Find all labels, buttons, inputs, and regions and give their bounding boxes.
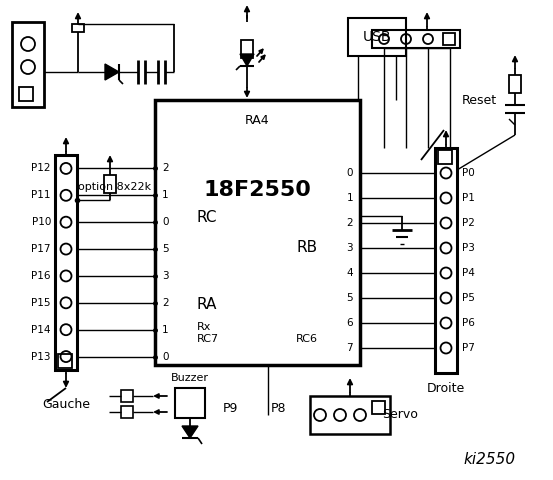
Bar — [58, 354, 72, 368]
Polygon shape — [105, 64, 119, 80]
Bar — [12, 22, 44, 107]
Bar — [509, 75, 521, 93]
Polygon shape — [182, 426, 198, 438]
Text: P17: P17 — [32, 244, 51, 254]
Bar — [121, 390, 133, 402]
Bar — [72, 24, 84, 32]
Text: 0: 0 — [347, 168, 353, 178]
Text: RA4: RA4 — [245, 113, 270, 127]
Text: 0: 0 — [162, 217, 169, 227]
Bar — [310, 396, 390, 434]
Text: P1: P1 — [462, 193, 475, 203]
Bar — [435, 148, 457, 373]
Text: P2: P2 — [462, 218, 475, 228]
Text: P9: P9 — [222, 401, 238, 415]
Text: P6: P6 — [462, 318, 475, 328]
Bar — [241, 40, 253, 58]
Text: P0: P0 — [462, 168, 474, 178]
Text: P14: P14 — [32, 324, 51, 335]
Text: 6: 6 — [346, 318, 353, 328]
Bar — [19, 87, 33, 101]
Text: P5: P5 — [462, 293, 475, 303]
Text: 3: 3 — [162, 271, 169, 281]
Text: 5: 5 — [162, 244, 169, 254]
Text: P8: P8 — [270, 401, 286, 415]
Bar — [121, 406, 133, 418]
Text: Servo: Servo — [382, 408, 418, 421]
Text: 5: 5 — [346, 293, 353, 303]
Text: 2: 2 — [346, 218, 353, 228]
Bar — [372, 30, 460, 48]
Text: P16: P16 — [32, 271, 51, 281]
Text: Gauche: Gauche — [42, 397, 90, 410]
Bar — [175, 388, 205, 418]
Text: ki2550: ki2550 — [464, 453, 516, 468]
Text: 18F2550: 18F2550 — [204, 180, 311, 200]
Text: RC: RC — [197, 210, 217, 225]
Text: RA: RA — [197, 297, 217, 312]
Text: Reset: Reset — [462, 94, 497, 107]
Bar — [443, 33, 455, 45]
Text: P13: P13 — [32, 351, 51, 361]
Text: RC7: RC7 — [197, 334, 219, 344]
Bar — [55, 155, 77, 370]
Text: P7: P7 — [462, 343, 475, 353]
Bar — [372, 401, 385, 414]
Text: 7: 7 — [346, 343, 353, 353]
Text: RC6: RC6 — [296, 334, 318, 344]
Bar — [104, 175, 116, 193]
Text: RB: RB — [297, 240, 318, 255]
Text: 1: 1 — [346, 193, 353, 203]
Text: option 8x22k: option 8x22k — [78, 182, 151, 192]
Text: P15: P15 — [32, 298, 51, 308]
Text: P3: P3 — [462, 243, 475, 253]
Bar — [155, 100, 360, 365]
Text: Rx: Rx — [197, 322, 211, 332]
Text: 2: 2 — [162, 298, 169, 308]
Text: 1: 1 — [162, 190, 169, 200]
Text: 4: 4 — [346, 268, 353, 278]
Text: 1: 1 — [162, 324, 169, 335]
Text: USB: USB — [363, 30, 392, 44]
Polygon shape — [240, 54, 254, 66]
Text: 0: 0 — [162, 351, 169, 361]
Text: 2: 2 — [162, 163, 169, 173]
Text: P12: P12 — [32, 163, 51, 173]
Text: Droite: Droite — [427, 383, 465, 396]
Bar — [438, 150, 452, 164]
Text: P10: P10 — [32, 217, 51, 227]
Text: P11: P11 — [32, 190, 51, 200]
Bar — [348, 18, 406, 56]
Text: Buzzer: Buzzer — [171, 373, 209, 383]
Text: P4: P4 — [462, 268, 475, 278]
Text: 3: 3 — [346, 243, 353, 253]
